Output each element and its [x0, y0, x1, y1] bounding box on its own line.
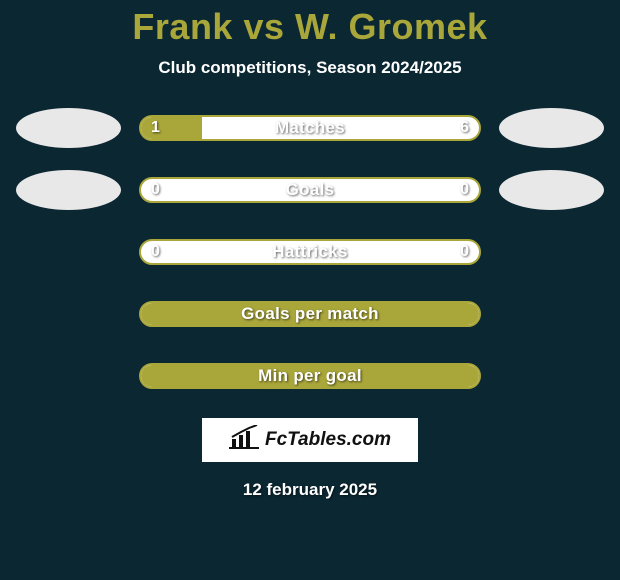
page-title: Frank vs W. Gromek	[0, 6, 620, 48]
stat-bar: 0 Goals 0	[139, 177, 481, 203]
stat-label: Hattricks	[141, 241, 479, 263]
avatar-spacer	[499, 294, 604, 334]
stat-bar: Min per goal	[139, 363, 481, 389]
avatar-right	[499, 108, 604, 148]
stat-row-goals: 0 Goals 0	[0, 170, 620, 210]
avatar-right	[499, 170, 604, 210]
avatar-spacer	[16, 294, 121, 334]
chart-icon	[229, 425, 259, 455]
avatar-spacer	[16, 356, 121, 396]
stat-bar: 1 Matches 6	[139, 115, 481, 141]
stat-value-right: 6	[460, 117, 469, 139]
stat-row-matches: 1 Matches 6	[0, 108, 620, 148]
stat-label: Matches	[141, 117, 479, 139]
stat-bar: Goals per match	[139, 301, 481, 327]
avatar-spacer	[16, 232, 121, 272]
brand-badge: FcTables.com	[202, 418, 418, 462]
stat-row-min-per-goal: Min per goal	[0, 356, 620, 396]
stat-label: Goals per match	[141, 303, 479, 325]
brand-text: FcTables.com	[265, 429, 391, 451]
stat-label: Min per goal	[141, 365, 479, 387]
avatar-left	[16, 170, 121, 210]
stat-value-right: 0	[460, 241, 469, 263]
avatar-spacer	[499, 232, 604, 272]
stat-row-hattricks: 0 Hattricks 0	[0, 232, 620, 272]
stat-label: Goals	[141, 179, 479, 201]
stat-value-right: 0	[460, 179, 469, 201]
page-subtitle: Club competitions, Season 2024/2025	[0, 58, 620, 78]
stat-row-goals-per-match: Goals per match	[0, 294, 620, 334]
avatar-left	[16, 108, 121, 148]
stat-bar: 0 Hattricks 0	[139, 239, 481, 265]
avatar-spacer	[499, 356, 604, 396]
footer-date: 12 february 2025	[0, 480, 620, 500]
comparison-panel: Frank vs W. Gromek Club competitions, Se…	[0, 0, 620, 500]
